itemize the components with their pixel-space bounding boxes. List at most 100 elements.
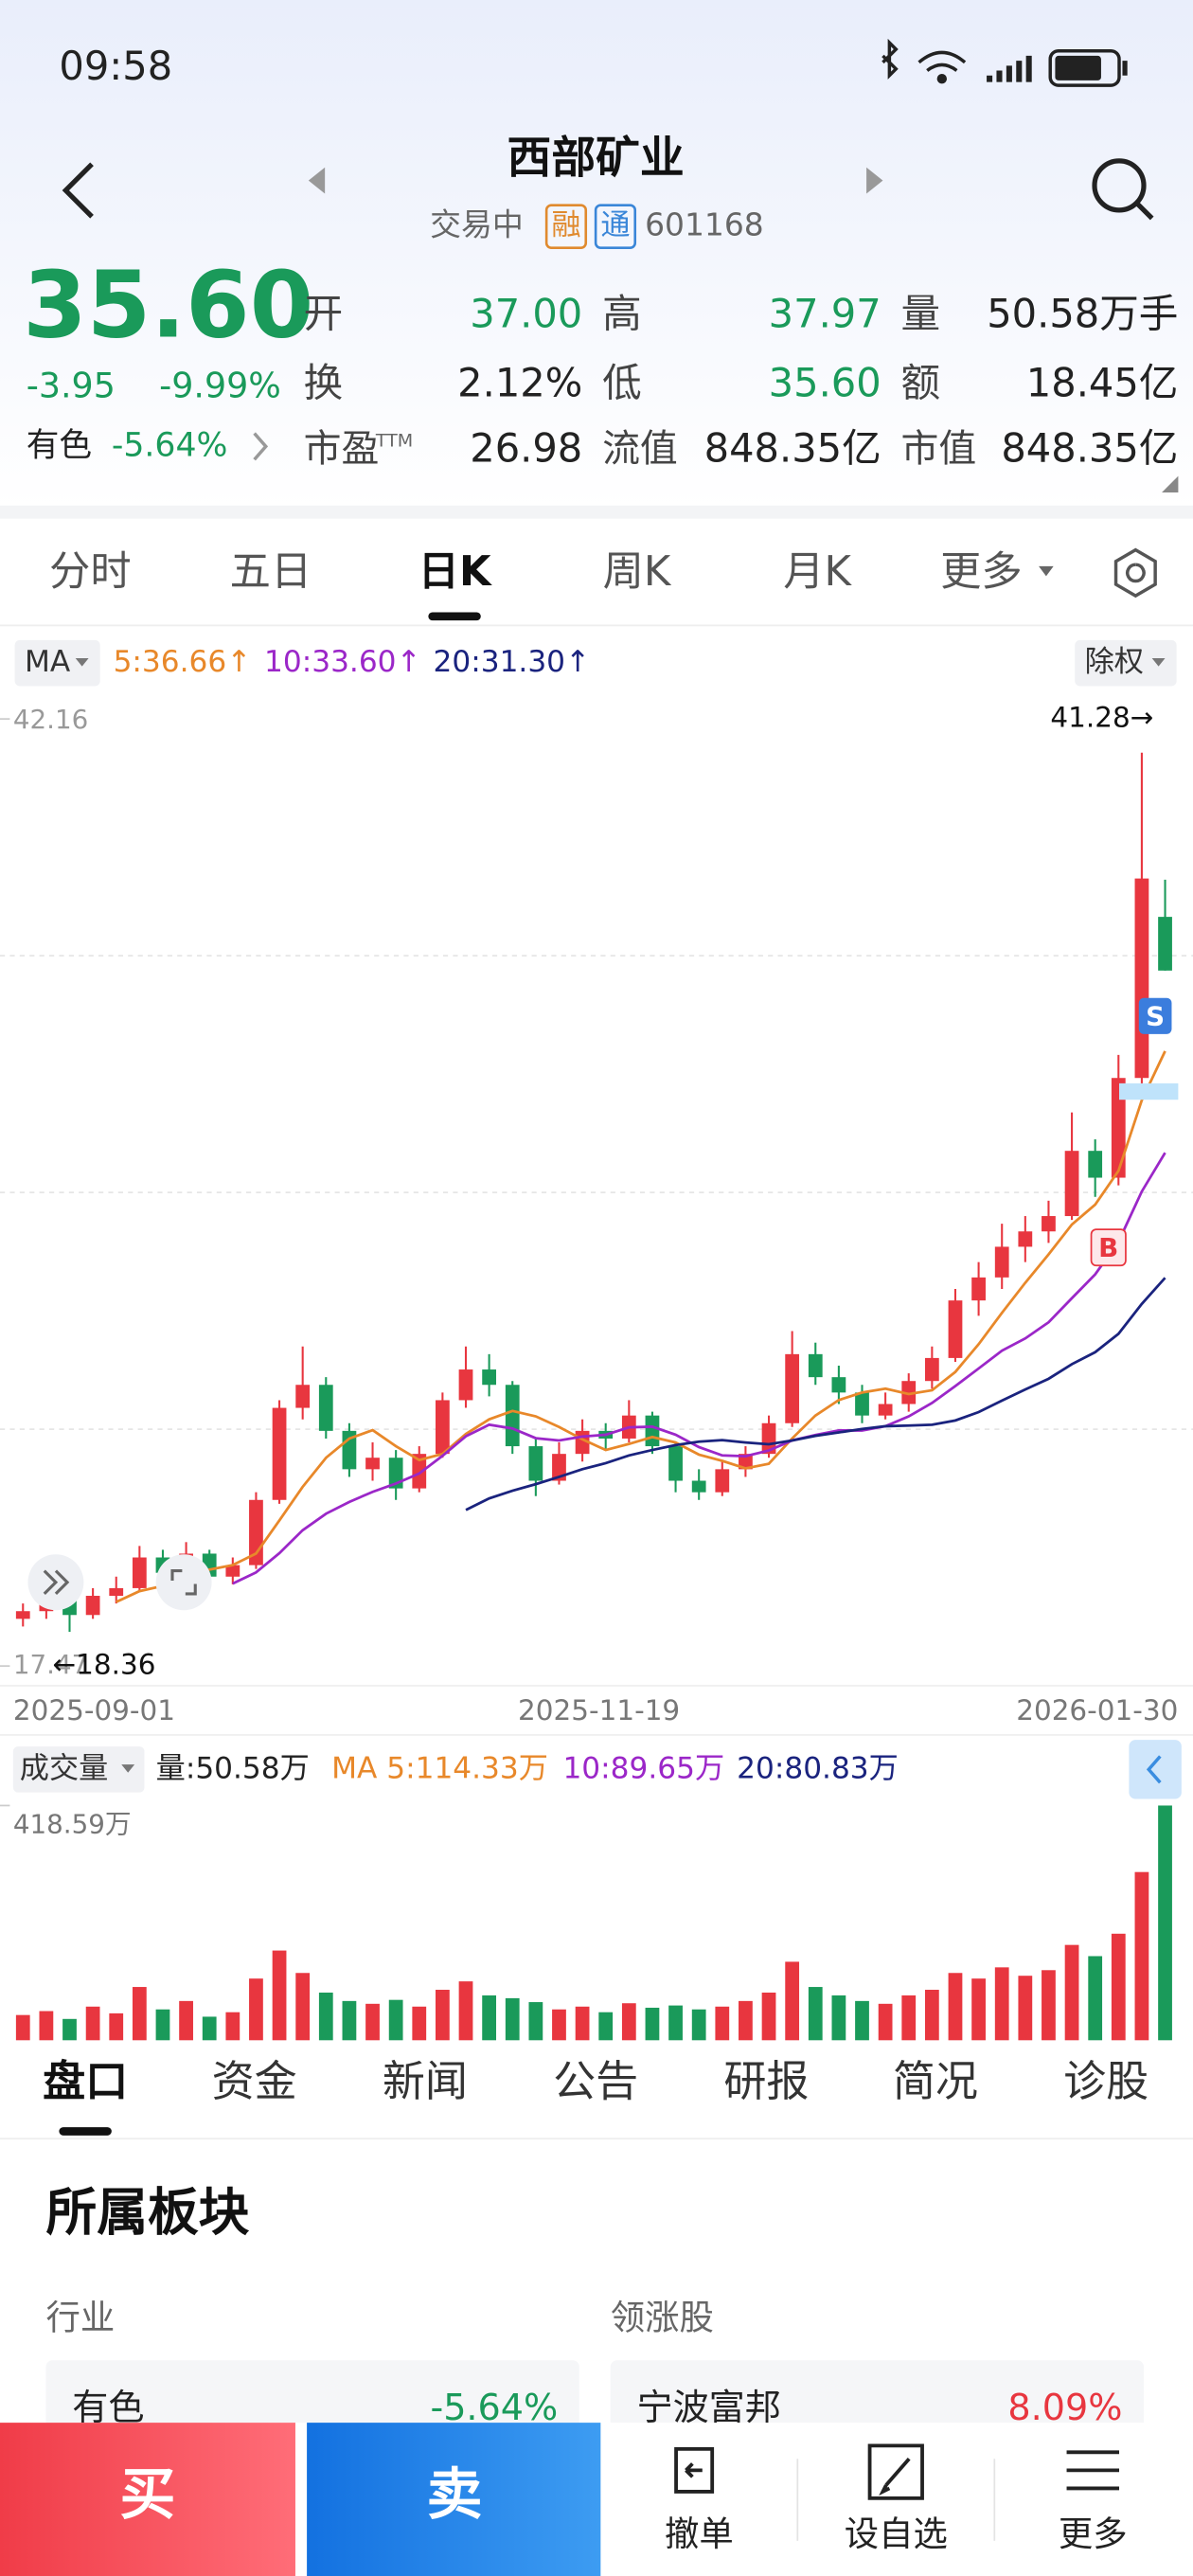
volume-select[interactable] [12, 1746, 145, 1793]
field-value: 26.98 [470, 425, 582, 472]
volume-bar [971, 1978, 986, 2041]
more-caret[interactable] [1039, 565, 1054, 577]
candle-body [645, 1415, 660, 1447]
volume-bar [15, 2014, 30, 2041]
volume-bar [948, 1973, 963, 2041]
ma-line [116, 1050, 1166, 1603]
volume-bar [202, 2016, 217, 2041]
candle-body [785, 1353, 800, 1423]
field-label: 量 [900, 290, 940, 336]
action-label[interactable]: 更多 [1059, 2513, 1128, 2554]
volume-bar [318, 1992, 333, 2041]
ma-label: 5:36.66↑ [114, 645, 252, 679]
volume-bar [621, 2003, 636, 2041]
ma-label: 10:33.60↑ [264, 645, 421, 679]
sell-button[interactable] [307, 2423, 601, 2576]
indicator-name[interactable]: MA [25, 645, 71, 679]
candle-body [295, 1385, 311, 1408]
detail-tab[interactable]: 诊股 [1063, 2056, 1148, 2106]
marker-box [1138, 997, 1172, 1034]
detail-tab[interactable]: 新闻 [383, 2056, 468, 2106]
candle-body [505, 1385, 520, 1447]
indicator-select[interactable] [14, 639, 100, 687]
volume-bar [1018, 1976, 1033, 2041]
stock-name: 西部矿业 [507, 133, 685, 184]
back-button[interactable] [62, 162, 94, 219]
candle-body [109, 1587, 124, 1597]
status-icons [881, 38, 1128, 87]
prev-stock[interactable] [308, 167, 326, 194]
action-icon[interactable] [674, 2446, 715, 2494]
period-tab[interactable]: 五日 [230, 548, 312, 596]
search-button[interactable] [1092, 158, 1154, 221]
volume-bar [365, 2003, 380, 2041]
caret [1151, 657, 1166, 667]
tab-indicator [428, 612, 481, 621]
ma-line [232, 1152, 1166, 1585]
candle-body [761, 1422, 776, 1455]
ma-label: 20:31.30↑ [434, 645, 591, 679]
period-tab[interactable]: 周K [603, 548, 672, 596]
field-value: 848.35亿 [1001, 425, 1178, 472]
volume-bar [924, 1990, 939, 2041]
candle-body [901, 1381, 917, 1404]
sector-name[interactable]: 有色 [27, 426, 92, 464]
collapse-button[interactable] [1129, 1740, 1182, 1799]
candle-body [412, 1454, 427, 1489]
header-bg [0, 0, 1193, 510]
battery-level [1055, 55, 1101, 80]
wifi-dot [936, 73, 948, 84]
battery-icon [1048, 48, 1121, 87]
sell-label[interactable]: 卖 [427, 2461, 483, 2527]
sector-arrow[interactable] [253, 432, 269, 461]
zoom-button[interactable] [155, 1554, 212, 1611]
price-band [1119, 1082, 1179, 1100]
action-icon[interactable] [1066, 2450, 1120, 2491]
buy-button[interactable] [0, 2423, 295, 2576]
volume-bar [1111, 1933, 1126, 2041]
period-tab[interactable]: 日K [418, 548, 492, 596]
caret [121, 1764, 135, 1773]
period-tab[interactable]: 更多 [940, 548, 1023, 596]
expand-corner[interactable] [1162, 475, 1179, 492]
detail-tab[interactable]: 盘口 [43, 2056, 128, 2106]
adjust-select[interactable] [1075, 639, 1177, 687]
volume-bar [435, 1990, 450, 2041]
trade-marker: B [1098, 1232, 1118, 1263]
detail-tab[interactable]: 公告 [553, 2056, 638, 2106]
detail-tab[interactable]: 简况 [893, 2056, 978, 2106]
period-tab[interactable]: 分时 [49, 548, 132, 596]
volume-bar [1042, 1970, 1056, 2041]
action-icon[interactable] [867, 2443, 924, 2500]
candle-body [948, 1300, 963, 1358]
column-label: 领涨股 [611, 2297, 714, 2337]
detail-tab[interactable]: 资金 [212, 2056, 297, 2106]
next-stock[interactable] [866, 167, 883, 194]
volume-ma-label: 20:80.83万 [737, 1751, 899, 1785]
action-label[interactable]: 撤单 [665, 2513, 734, 2554]
candle-body [552, 1454, 566, 1481]
volume-ma-label: 10:89.65万 [562, 1751, 724, 1785]
bluetooth-icon [881, 38, 899, 80]
period-tab[interactable]: 月K [783, 548, 852, 596]
field-value: 37.00 [470, 290, 582, 336]
leader-card[interactable] [610, 2360, 1145, 2442]
sector-pct[interactable]: -5.64% [112, 426, 228, 464]
volume-bar [179, 2000, 193, 2041]
volume-indicator[interactable]: 成交量 [20, 1751, 109, 1785]
volume-bar [668, 2005, 683, 2041]
candle-body [715, 1469, 730, 1493]
industry-card[interactable] [45, 2360, 579, 2442]
detail-tab[interactable]: 研报 [723, 2056, 809, 2106]
volume-bar [1088, 1956, 1103, 2041]
action-label[interactable]: 设自选 [845, 2513, 948, 2554]
badge: 通 [600, 208, 630, 242]
ma-line [465, 1277, 1166, 1512]
candle-body [1018, 1231, 1033, 1247]
candle-body [878, 1404, 893, 1416]
volume-current: 量:50.58万 [156, 1751, 310, 1785]
price: 35.60 [23, 252, 313, 359]
adjust-mode[interactable]: 除权 [1085, 645, 1144, 679]
settings-button[interactable] [1113, 547, 1157, 599]
buy-label[interactable]: 买 [120, 2461, 176, 2527]
